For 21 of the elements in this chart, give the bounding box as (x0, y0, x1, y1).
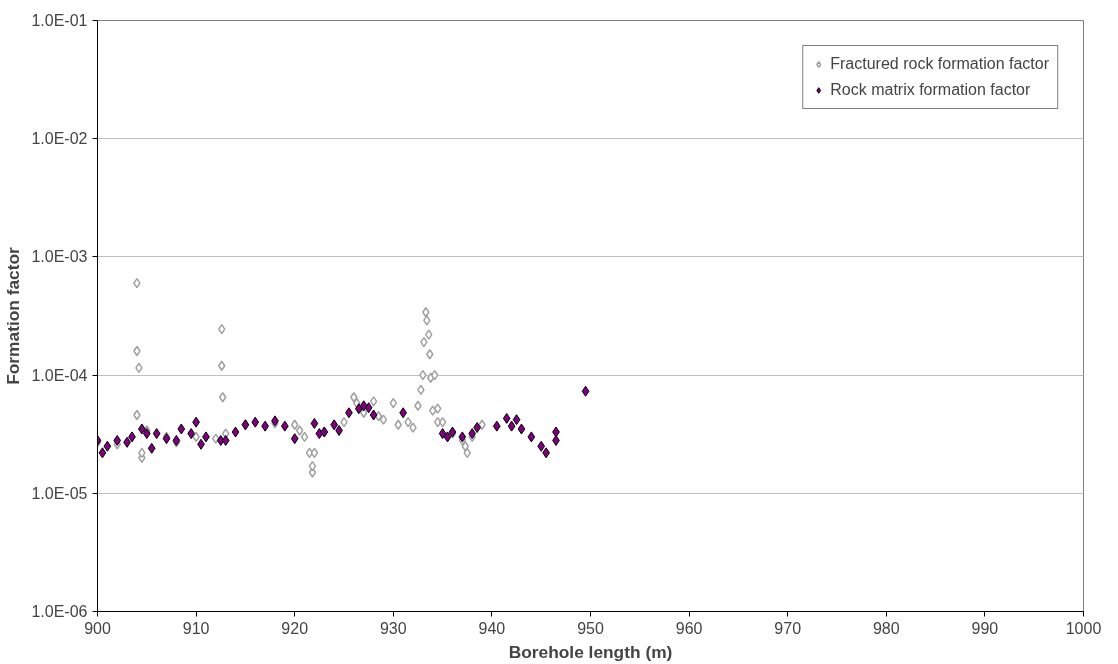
y-tick-label: 1.0E-06 (31, 603, 88, 620)
legend-label: Fractured rock formation factor (830, 55, 1049, 73)
x-axis-title: Borehole length (m) (508, 641, 673, 662)
legend-label: Rock matrix formation factor (830, 81, 1031, 99)
y-tick-label: 1.0E-04 (31, 366, 88, 384)
y-tick-label: 1.0E-01 (31, 12, 88, 29)
x-tick-label: 970 (774, 619, 802, 637)
x-tick-label: 900 (84, 619, 111, 637)
x-tick-label: 990 (971, 619, 999, 637)
x-tick-label: 910 (182, 619, 210, 637)
y-tick-label: 1.0E-05 (31, 484, 88, 502)
x-tick-label: 920 (281, 619, 309, 637)
x-tick-label: 1000 (1065, 619, 1102, 637)
x-tick-label: 960 (675, 619, 703, 637)
x-tick-label: 980 (872, 619, 900, 637)
x-tick-label: 940 (478, 619, 506, 637)
x-tick-label: 930 (379, 619, 407, 637)
y-tick-label: 1.0E-03 (31, 248, 88, 266)
x-tick-label: 950 (577, 619, 604, 637)
y-axis-title: Formation factor (3, 246, 24, 385)
y-tick-label: 1.0E-02 (31, 130, 88, 148)
